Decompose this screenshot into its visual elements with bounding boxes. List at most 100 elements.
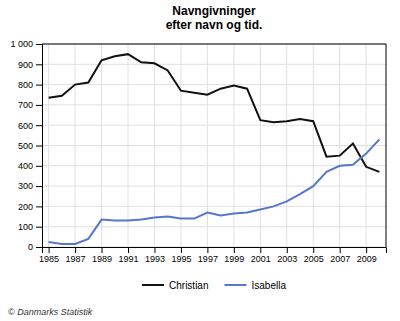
tick-mark [75,247,76,253]
tick-mark [36,85,42,86]
tick-label: 300 [18,181,33,191]
tick-label: 600 [18,121,33,131]
plot: 1985198719891991199319951997199920012003… [10,39,386,264]
tick: 800 [18,80,42,90]
tick-label: 2009 [357,254,377,264]
tick-mark [36,166,42,167]
tick-label: 2005 [304,254,324,264]
tick-mark [128,247,129,253]
tick-label: 700 [18,100,33,110]
tick-mark [181,247,182,253]
tick-mark [36,186,42,187]
grid-line [42,206,386,207]
tick-label: 1995 [171,254,191,264]
legend-swatch [142,284,164,286]
tick: 300 [18,181,42,191]
line [49,139,380,244]
legend-label: Christian [169,280,208,291]
title: Navngivningerefter navn og tid. [166,4,263,32]
tick-mark [36,105,42,106]
grid-line [286,44,287,247]
tick-label: 2007 [330,254,350,264]
grid-line [313,44,314,247]
tick-label: 100 [18,222,33,232]
tick-label: 1991 [118,254,138,264]
grid-line [42,104,386,105]
x-axis: 1985 1987 1989 1991 1993 1995 1997 1999 2001 2003… [39,247,386,264]
series-group [49,54,380,244]
tick: 2007 [330,247,350,264]
grid-line [128,44,129,247]
tick-label: 900 [18,60,33,70]
tick: 1991 [118,247,138,264]
tick: 1987 [66,247,86,264]
grid-line [75,44,76,247]
legend-label: Isabella [252,280,287,291]
grid-line [339,44,340,247]
legend-swatch [225,284,247,286]
tick: 1999 [224,247,244,264]
grid-line [42,44,386,45]
tick: 1985 [39,247,59,264]
tick: 1989 [92,247,112,264]
annotation: © Danmarks Statistik [8,307,93,317]
grid-line [42,145,386,146]
tick-mark [366,247,367,253]
tick: 2005 [304,247,324,264]
legend-item: Christian [142,280,208,291]
tick: 1997 [198,247,218,264]
tick-label: 1985 [39,254,59,264]
tick: 1993 [145,247,165,264]
tick-mark [207,247,208,253]
tick-label: 1 000 [10,39,33,49]
tick-label: 1997 [198,254,218,264]
tick: 200 [18,202,42,212]
tick-label: 0 [28,242,33,252]
grid-line [260,44,261,247]
tick-mark [49,247,50,253]
tick-label: 800 [18,80,33,90]
tick-mark [102,247,103,253]
tick: 0 [28,242,42,252]
tick-mark [287,247,288,253]
grid [42,44,386,247]
y-axis: 0 100 200 300 400 500 600 700 800 900 1 000 [10,39,42,252]
tick: 2001 [251,247,271,264]
tick-label: 500 [18,141,33,151]
tick: 500 [18,141,42,151]
tick-mark [154,247,155,253]
tick: 700 [18,100,42,110]
tick-mark [36,44,42,45]
tick-label: 2003 [277,254,297,264]
tick-label: 400 [18,161,33,171]
grid-line [101,44,102,247]
tick-mark [340,247,341,253]
tick: 1 000 [10,39,42,49]
tick-label: 200 [18,202,33,212]
grid-line [42,165,386,166]
grid-line [366,44,367,247]
tick-mark [260,247,261,253]
tick-mark [36,206,42,207]
tick-label: 1987 [66,254,86,264]
tick: 600 [18,121,42,131]
grid-line [42,186,386,187]
tick: 1995 [171,247,191,264]
tick-mark [36,125,42,126]
grid-line [42,226,386,227]
tick-mark [313,247,314,253]
tick-label: 1993 [145,254,165,264]
legend-item: Isabella [225,280,287,291]
frame [386,44,387,247]
tick-label: 1999 [224,254,244,264]
tick: 2009 [357,247,377,264]
axis-line [36,45,43,248]
grid-line [42,125,386,126]
legend: Christian Isabella [142,280,286,291]
tick: 900 [18,60,42,70]
grid-line [48,44,49,247]
grid-line [233,44,234,247]
grid-line [42,64,386,65]
frame [42,44,386,45]
grid-line [180,44,181,247]
